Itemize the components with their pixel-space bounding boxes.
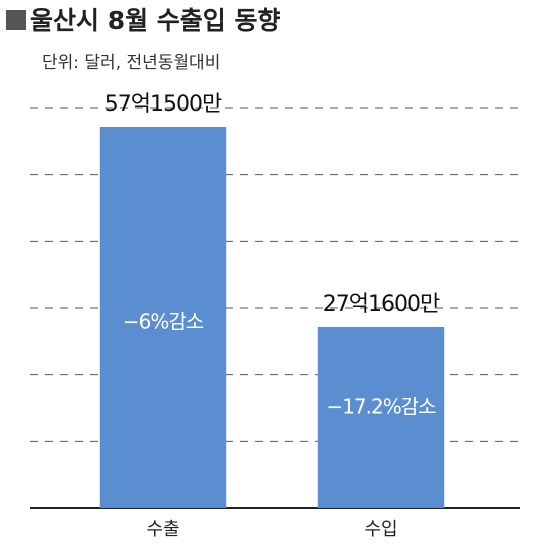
value-label: 57억1500만 xyxy=(105,92,222,117)
bar xyxy=(99,127,227,508)
x-tick-label: 수입 xyxy=(364,519,397,540)
x-tick-label: 수출 xyxy=(146,519,179,540)
chart-subtitle: 단위: 달러, 전년동월대비 xyxy=(42,53,220,73)
title-marker xyxy=(6,10,26,30)
chart-title: 울산시 8월 수출입 동향 xyxy=(30,6,281,35)
bar xyxy=(317,326,445,508)
bar-annotation: −17.2%감소 xyxy=(326,395,436,419)
value-label: 27억1600만 xyxy=(323,292,440,317)
bar-annotation: −6%감소 xyxy=(123,310,204,334)
